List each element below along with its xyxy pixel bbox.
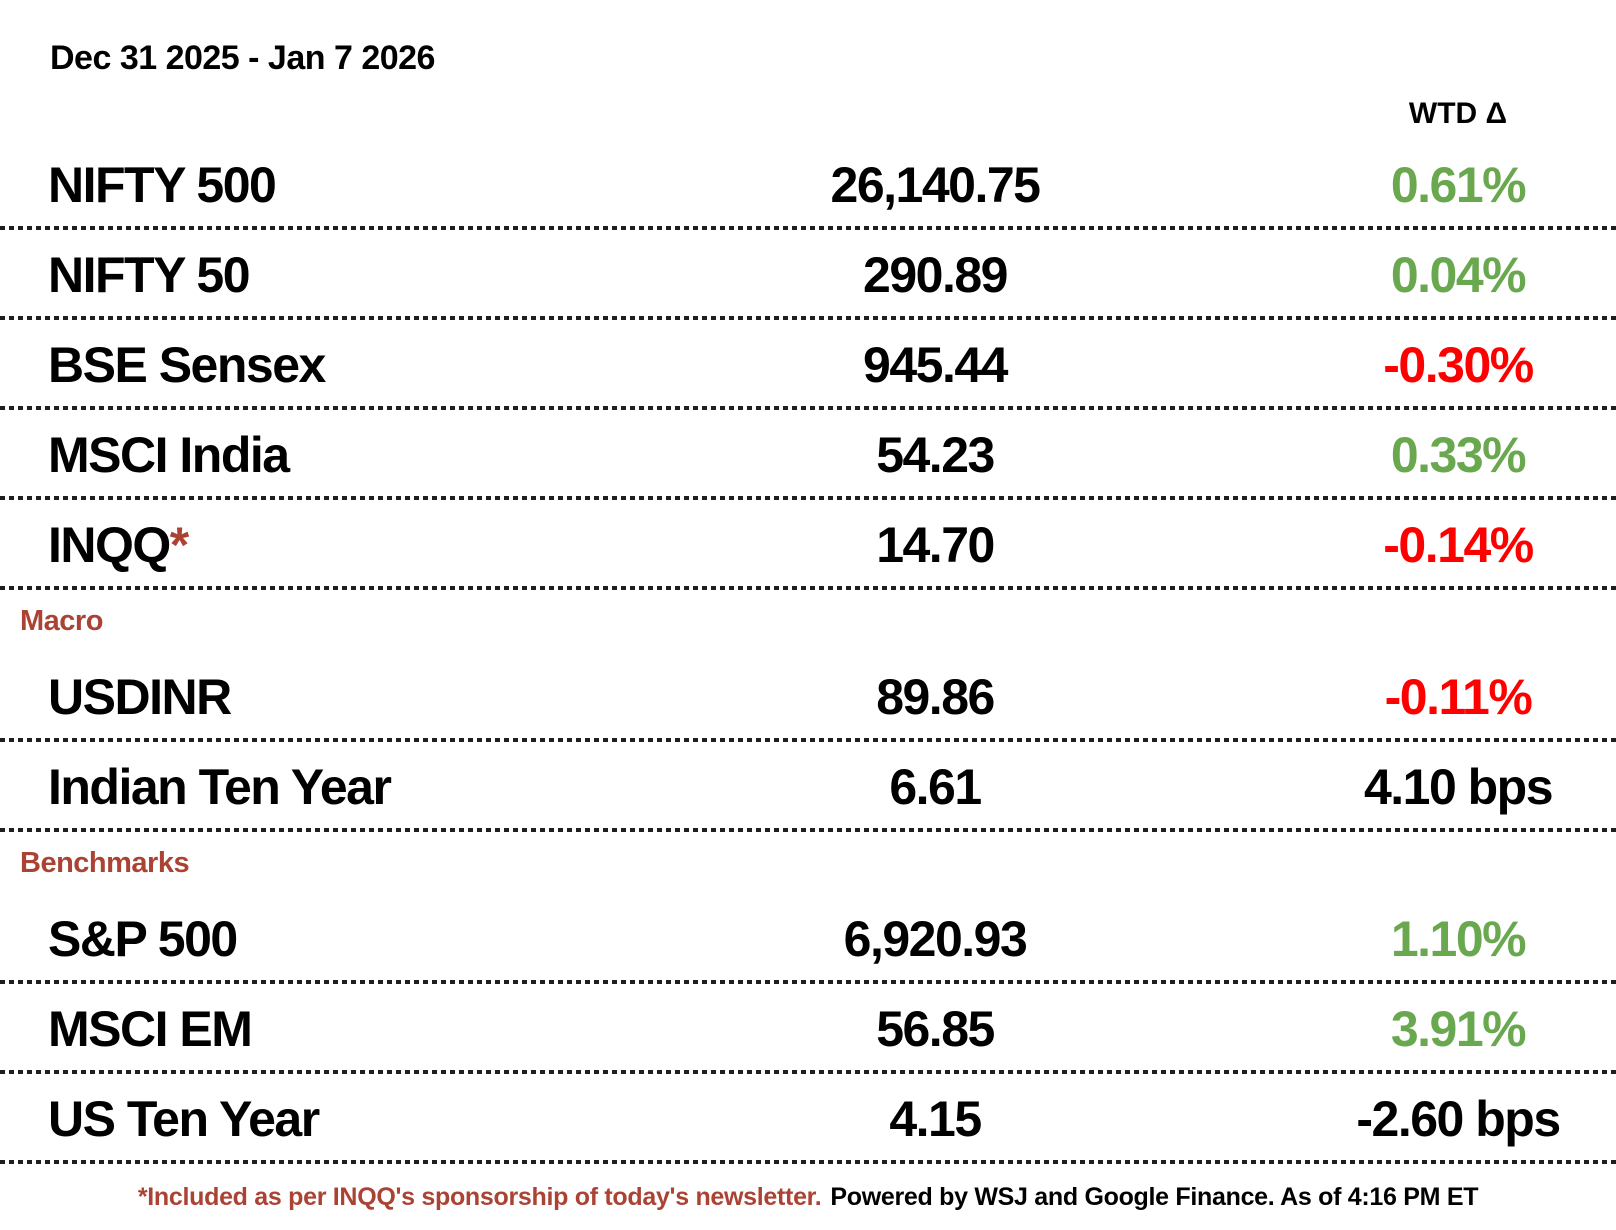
sponsor-note: *Included as per INQQ's sponsorship of t… [137, 1182, 822, 1211]
wtd-column-header: WTD Δ [1408, 97, 1508, 130]
instrument-change: 0.33% [1390, 427, 1527, 483]
instrument-name: BSE Sensex [48, 337, 326, 393]
instrument-value: 54.23 [876, 427, 995, 483]
instrument-change: -0.30% [1383, 337, 1534, 393]
instrument-value: 56.85 [876, 1001, 995, 1057]
instrument-name: S&P 500 [48, 911, 238, 967]
instrument-change: 4.10 bps [1363, 759, 1554, 815]
instrument-change: 3.91% [1390, 1001, 1527, 1057]
instrument-value: 89.86 [876, 669, 995, 725]
table-row-usdinr: USDINR 89.86 -0.11% [0, 652, 1616, 742]
instrument-name: Indian Ten Year [48, 759, 392, 815]
instrument-change: 0.61% [1390, 157, 1527, 213]
instrument-change: 0.04% [1390, 247, 1527, 303]
instrument-change: -0.14% [1383, 517, 1534, 573]
instrument-value: 945.44 [863, 337, 1008, 393]
table-row-nifty-50: NIFTY 50 290.89 0.04% [0, 230, 1616, 320]
table-row-us-ten-year: US Ten Year 4.15 -2.60 bps [0, 1074, 1616, 1164]
section-header-macro: Macro [20, 604, 103, 637]
footnote-asterisk: * [169, 517, 189, 573]
instrument-value: 6.61 [889, 759, 982, 815]
table-header-row: WTD Δ [0, 88, 1616, 140]
table-row-inqq: INQQ* 14.70 -0.14% [0, 500, 1616, 590]
table-row-msci-india: MSCI India 54.23 0.33% [0, 410, 1616, 500]
table-row-nifty-500: NIFTY 500 26,140.75 0.61% [0, 140, 1616, 230]
instrument-name: NIFTY 500 [48, 157, 277, 213]
instrument-value: 6,920.93 [843, 911, 1028, 967]
table-row-bse-sensex: BSE Sensex 945.44 -0.30% [0, 320, 1616, 410]
instrument-name: MSCI India [48, 427, 290, 483]
instrument-change: -2.60 bps [1356, 1091, 1561, 1147]
instrument-name: US Ten Year [48, 1091, 320, 1147]
section-header-benchmarks: Benchmarks [20, 846, 190, 879]
date-range-title: Dec 31 2025 - Jan 7 2026 [50, 39, 435, 77]
instrument-name: USDINR [48, 669, 232, 725]
instrument-value: 14.70 [876, 517, 995, 573]
instrument-value: 26,140.75 [830, 157, 1041, 213]
instrument-change: -0.11% [1384, 669, 1533, 725]
instrument-value: 4.15 [889, 1091, 982, 1147]
source-note: Powered by WSJ and Google Finance. As of… [830, 1182, 1479, 1211]
instrument-name: INQQ* [48, 517, 189, 573]
table-row-sp-500: S&P 500 6,920.93 1.10% [0, 894, 1616, 984]
instrument-value: 290.89 [863, 247, 1008, 303]
instrument-name: MSCI EM [48, 1001, 253, 1057]
table-row-indian-ten-year: Indian Ten Year 6.61 4.10 bps [0, 742, 1616, 832]
instrument-change: 1.10% [1390, 911, 1527, 967]
footer: *Included as per INQQ's sponsorship of t… [0, 1164, 1616, 1230]
table-row-msci-em: MSCI EM 56.85 3.91% [0, 984, 1616, 1074]
instrument-name: NIFTY 50 [48, 247, 251, 303]
